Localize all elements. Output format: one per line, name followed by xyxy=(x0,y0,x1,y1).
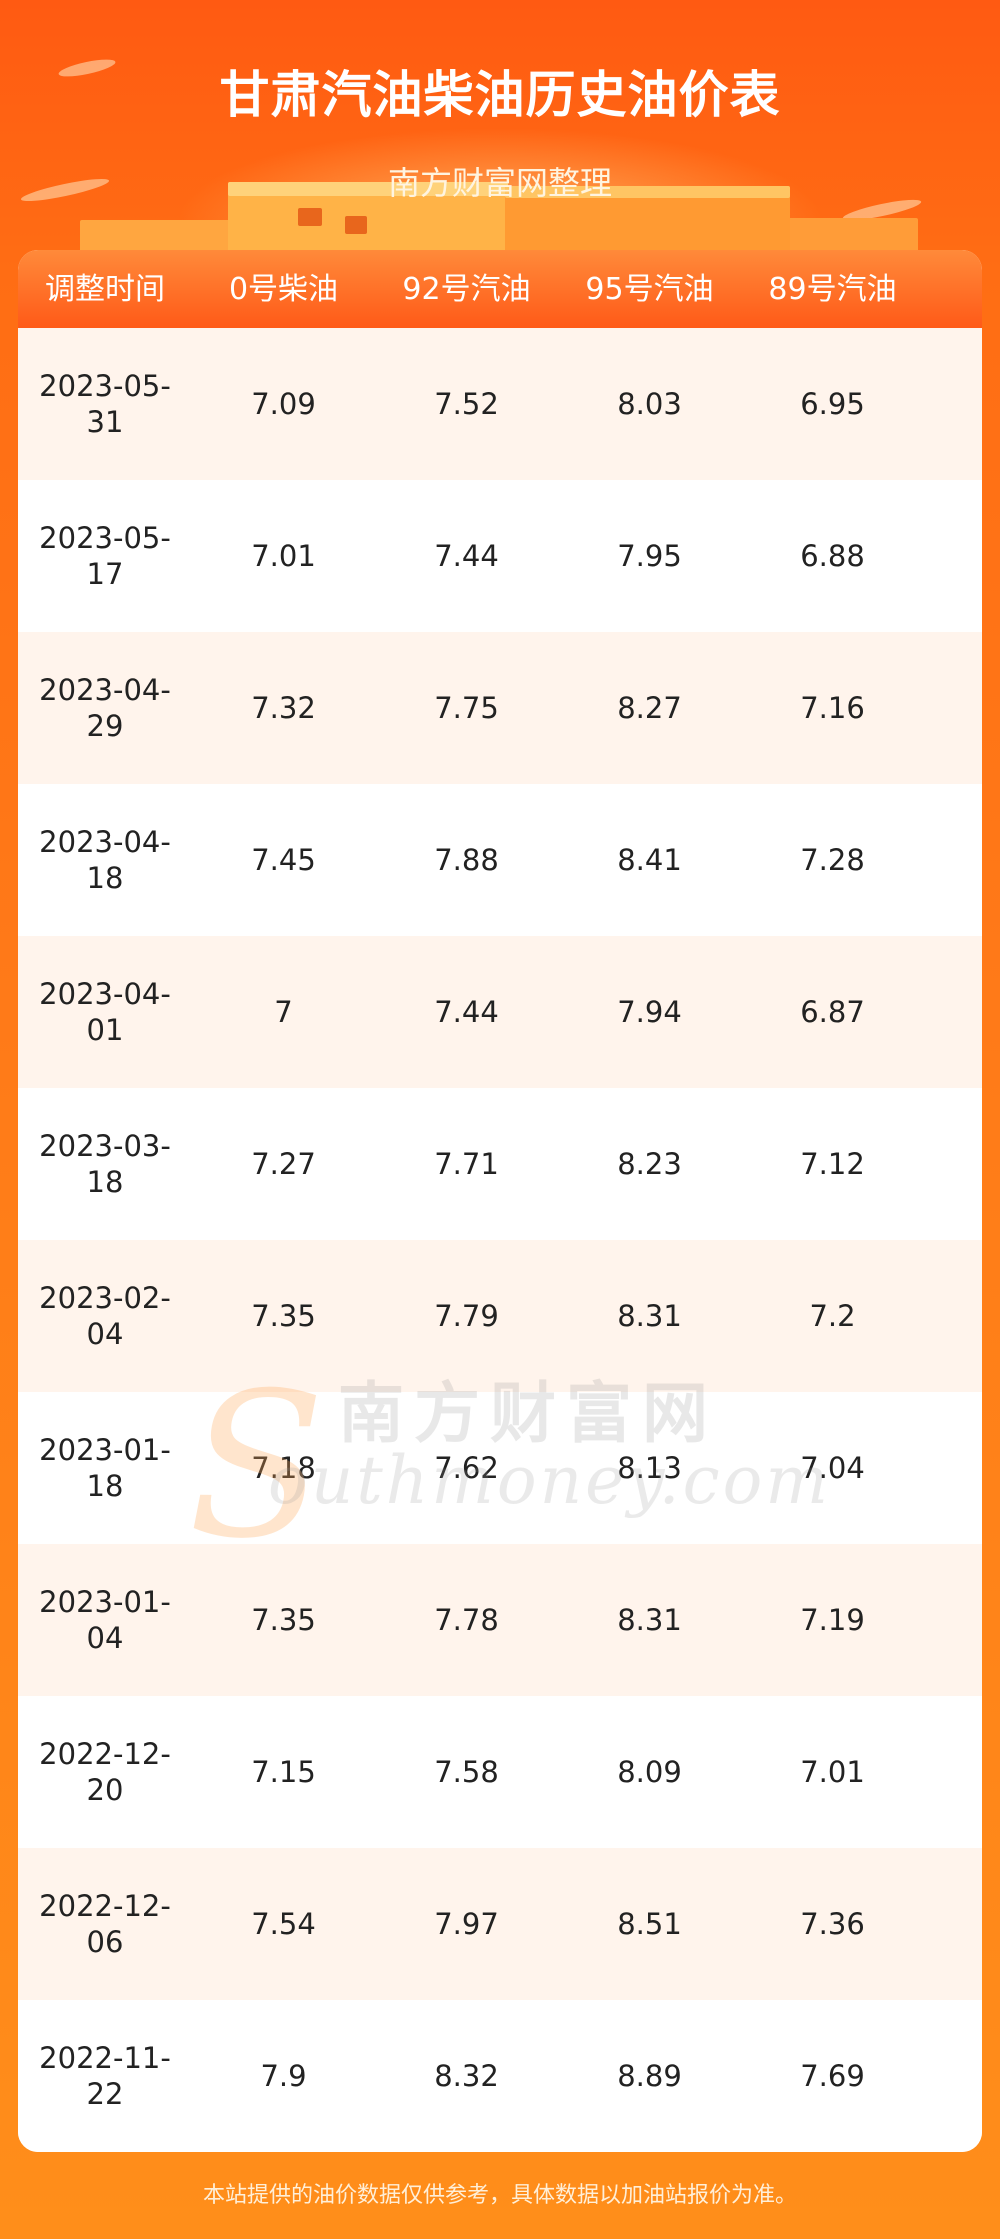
cell-gasoline-95: 8.23 xyxy=(617,1147,682,1181)
cell-date: 2023-01-18 xyxy=(39,1433,171,1503)
table-header: 调整时间 0号柴油 92号汽油 95号汽油 89号汽油 xyxy=(18,250,982,328)
cell-gasoline-92: 7.71 xyxy=(434,1147,499,1181)
column-header-diesel-0: 0号柴油 xyxy=(228,272,339,307)
footer-disclaimer: 本站提供的油价数据仅供参考，具体数据以加油站报价为准。 xyxy=(202,2183,797,2208)
table-row: 2023-03-18 7.27 7.71 8.23 7.12 xyxy=(18,1088,982,1240)
column-header-gasoline-95: 95号汽油 xyxy=(585,272,714,307)
cell-date: 2023-04-18 xyxy=(39,825,171,895)
table-row: 2023-01-18 7.18 7.62 8.13 7.04 xyxy=(18,1392,982,1544)
table-row: 2023-05-31 7.09 7.52 8.03 6.95 xyxy=(18,328,982,480)
cell-diesel-0: 7.35 xyxy=(251,1603,316,1637)
cell-date: 2023-04-29 xyxy=(39,673,171,743)
cell-gasoline-89: 7.28 xyxy=(800,843,865,877)
cell-gasoline-89: 7.2 xyxy=(809,1299,856,1333)
table-body: 2023-05-31 7.09 7.52 8.03 6.95 2023-05-17 7.01… xyxy=(18,328,982,2152)
cell-gasoline-92: 7.79 xyxy=(434,1299,499,1333)
cell-gasoline-92: 8.32 xyxy=(434,2059,499,2093)
cell-gasoline-95: 7.94 xyxy=(617,995,682,1029)
cell-date: 2023-05-31 xyxy=(39,369,171,439)
cell-diesel-0: 7.09 xyxy=(251,387,316,421)
decor-block-top xyxy=(228,182,508,196)
cell-gasoline-95: 8.09 xyxy=(617,1755,682,1789)
cell-diesel-0: 7 xyxy=(274,995,293,1029)
cell-date: 2023-02-04 xyxy=(39,1281,171,1351)
cell-diesel-0: 7.35 xyxy=(251,1299,316,1333)
cell-date: 2022-12-20 xyxy=(39,1737,171,1807)
price-table-card: 调整时间 0号柴油 92号汽油 95号汽油 89号汽油 2023-05-31 7.… xyxy=(18,250,982,2152)
table-row: 2023-04-01 7 7.44 7.94 6.87 xyxy=(18,936,982,1088)
cell-diesel-0: 7.15 xyxy=(251,1755,316,1789)
column-header-gasoline-89: 89号汽油 xyxy=(768,272,897,307)
cell-date: 2023-04-01 xyxy=(39,977,171,1047)
page-title: 甘肃汽油柴油历史油价表 xyxy=(219,66,781,124)
table-row: 2023-01-04 7.35 7.78 8.31 7.19 xyxy=(18,1544,982,1696)
cell-gasoline-92: 7.97 xyxy=(434,1907,499,1941)
cell-gasoline-89: 6.87 xyxy=(800,995,865,1029)
cell-gasoline-92: 7.58 xyxy=(434,1755,499,1789)
table-row: 2022-11-22 7.9 8.32 8.89 7.69 xyxy=(18,2000,982,2152)
cell-gasoline-92: 7.88 xyxy=(434,843,499,877)
cell-date: 2022-11-22 xyxy=(39,2041,171,2111)
cell-gasoline-89: 7.01 xyxy=(800,1755,865,1789)
cell-gasoline-92: 7.78 xyxy=(434,1603,499,1637)
cell-gasoline-92: 7.44 xyxy=(434,539,499,573)
cell-gasoline-89: 7.69 xyxy=(800,2059,865,2093)
cell-date: 2022-12-06 xyxy=(39,1889,171,1959)
header-banner: 甘肃汽油柴油历史油价表 南方财富网整理 xyxy=(0,0,1000,270)
cell-gasoline-95: 8.89 xyxy=(617,2059,682,2093)
cell-gasoline-95: 8.03 xyxy=(617,387,682,421)
decor-block-top xyxy=(505,186,790,198)
cell-gasoline-95: 8.41 xyxy=(617,843,682,877)
cell-gasoline-89: 6.88 xyxy=(800,539,865,573)
cell-diesel-0: 7.32 xyxy=(251,691,316,725)
cell-gasoline-89: 7.19 xyxy=(800,1603,865,1637)
decor-cube xyxy=(298,208,322,226)
cell-diesel-0: 7.9 xyxy=(260,2059,307,2093)
table-row: 2023-02-04 7.35 7.79 8.31 7.2 xyxy=(18,1240,982,1392)
cell-diesel-0: 7.18 xyxy=(251,1451,316,1485)
cell-diesel-0: 7.45 xyxy=(251,843,316,877)
cell-date: 2023-01-04 xyxy=(39,1585,171,1655)
cell-gasoline-95: 8.31 xyxy=(617,1603,682,1637)
cell-gasoline-92: 7.52 xyxy=(434,387,499,421)
table-row: 2023-05-17 7.01 7.44 7.95 6.88 xyxy=(18,480,982,632)
cell-gasoline-89: 7.16 xyxy=(800,691,865,725)
cell-gasoline-89: 7.36 xyxy=(800,1907,865,1941)
cell-gasoline-92: 7.44 xyxy=(434,995,499,1029)
decor-cube xyxy=(345,216,367,234)
cell-gasoline-92: 7.62 xyxy=(434,1451,499,1485)
cell-diesel-0: 7.54 xyxy=(251,1907,316,1941)
cell-gasoline-95: 8.51 xyxy=(617,1907,682,1941)
cell-gasoline-89: 7.04 xyxy=(800,1451,865,1485)
cell-gasoline-89: 7.12 xyxy=(800,1147,865,1181)
table-row: 2023-04-29 7.32 7.75 8.27 7.16 xyxy=(18,632,982,784)
cell-gasoline-92: 7.75 xyxy=(434,691,499,725)
cell-date: 2023-05-17 xyxy=(39,521,171,591)
page-subtitle: 南方财富网整理 xyxy=(387,164,612,202)
cell-gasoline-95: 8.27 xyxy=(617,691,682,725)
cell-diesel-0: 7.27 xyxy=(251,1147,316,1181)
cell-diesel-0: 7.01 xyxy=(251,539,316,573)
cell-gasoline-89: 6.95 xyxy=(800,387,865,421)
table-row: 2022-12-06 7.54 7.97 8.51 7.36 xyxy=(18,1848,982,2000)
cell-gasoline-95: 8.31 xyxy=(617,1299,682,1333)
table-row: 2022-12-20 7.15 7.58 8.09 7.01 xyxy=(18,1696,982,1848)
table-row: 2023-04-18 7.45 7.88 8.41 7.28 xyxy=(18,784,982,936)
cell-gasoline-95: 7.95 xyxy=(617,539,682,573)
cell-date: 2023-03-18 xyxy=(39,1129,171,1199)
cell-gasoline-95: 8.13 xyxy=(617,1451,682,1485)
column-header-gasoline-92: 92号汽油 xyxy=(402,272,531,307)
column-header-date: 调整时间 xyxy=(45,272,165,307)
